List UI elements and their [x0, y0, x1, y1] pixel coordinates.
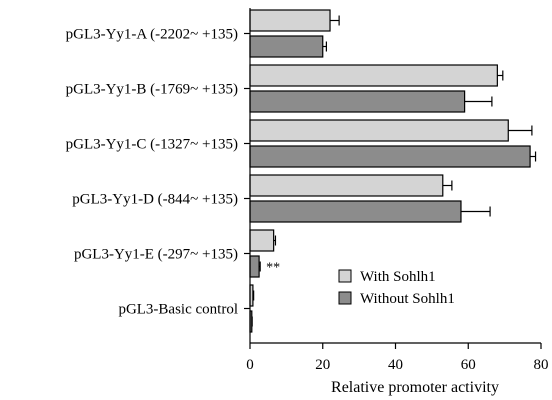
legend-swatch-with-sohlh1	[338, 269, 352, 283]
bar-without-sohlh1	[249, 90, 466, 113]
bar-with-sohlh1	[249, 229, 275, 252]
legend-label-with-sohlh1: With Sohlh1	[360, 269, 436, 285]
x-tick-label: 80	[534, 357, 549, 373]
bar-without-sohlh1	[249, 200, 462, 223]
x-tick-label: 60	[461, 357, 476, 373]
category-label: pGL3-Yy1-B (-1769~ +135)	[66, 82, 238, 98]
bar-without-sohlh1	[249, 255, 260, 278]
legend-swatch-without-sohlh1	[338, 291, 352, 305]
x-tick-label: 40	[388, 357, 403, 373]
bar-with-sohlh1	[249, 119, 509, 142]
bar-without-sohlh1	[249, 145, 531, 168]
error-bar-group	[251, 15, 537, 327]
legend-label-without-sohlh1: Without Sohlh1	[360, 291, 455, 307]
legend: With Sohlh1 Without Sohlh1	[338, 269, 455, 307]
x-tick-group: 0 20 40 60 80	[246, 343, 549, 373]
bar-with-sohlh1	[249, 9, 331, 32]
significance-marker: **	[266, 261, 280, 276]
category-label: pGL3-Yy1-A (-2202~ +135)	[66, 27, 238, 43]
category-label: pGL3-Yy1-E (-297~ +135)	[74, 247, 238, 263]
bar-without-sohlh1	[249, 35, 324, 58]
x-axis-title: Relative promoter activity	[331, 379, 499, 396]
category-label: pGL3-Basic control	[118, 302, 238, 318]
bar-with-sohlh1	[249, 174, 444, 197]
x-tick-label: 20	[315, 357, 330, 373]
bar-with-sohlh1	[249, 64, 498, 87]
category-label: pGL3-Yy1-D (-844~ +135)	[72, 192, 238, 208]
category-label: pGL3-Yy1-C (-1327~ +135)	[66, 137, 238, 153]
x-tick-label: 0	[246, 357, 254, 373]
category-label-group: pGL3-Yy1-A (-2202~ +135) pGL3-Yy1-B (-176…	[66, 27, 250, 318]
annotation-group: **	[266, 261, 280, 276]
